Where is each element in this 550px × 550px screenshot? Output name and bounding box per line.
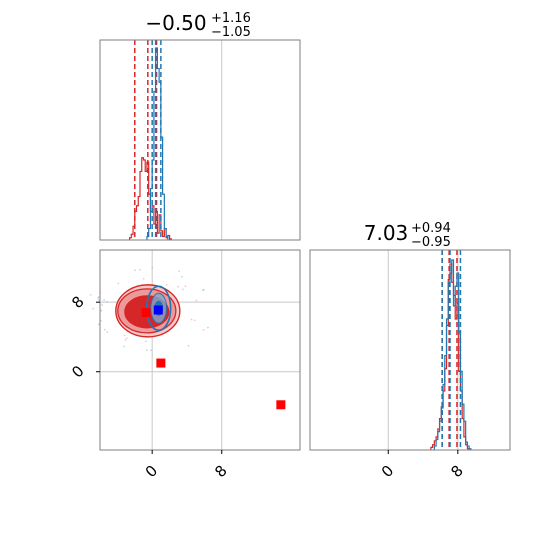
scatter-point bbox=[97, 296, 100, 298]
joint-ytick-label-1: 8 bbox=[68, 292, 87, 311]
scatter-point bbox=[177, 285, 180, 288]
scatter-point bbox=[144, 340, 147, 343]
panel-frame bbox=[99, 249, 301, 451]
scatter-point bbox=[202, 329, 205, 331]
scatter-point bbox=[117, 282, 120, 285]
scatter-point bbox=[123, 345, 125, 348]
param1-title-plus: +1.16 bbox=[211, 11, 251, 26]
scatter-point bbox=[165, 284, 168, 286]
joint-panel: 0 8 0 8 bbox=[68, 249, 301, 481]
joint-xtick-label-1: 8 bbox=[211, 462, 230, 481]
scatter-point bbox=[181, 275, 183, 278]
param2-xtick-label-0: 0 bbox=[378, 462, 397, 481]
scatter-point bbox=[103, 328, 106, 331]
scatter-point bbox=[151, 266, 154, 269]
param2-hist-series-1 bbox=[433, 259, 472, 450]
panel-frame bbox=[309, 249, 511, 451]
scatter-point bbox=[89, 293, 92, 296]
joint-marker-1 bbox=[141, 308, 151, 318]
scatter-point bbox=[178, 270, 181, 273]
scatter-point bbox=[106, 331, 109, 333]
scatter-point bbox=[150, 349, 152, 352]
scatter-point bbox=[100, 309, 103, 312]
scatter-point bbox=[207, 326, 209, 329]
scatter-point bbox=[195, 299, 198, 302]
scatter-point bbox=[193, 319, 196, 322]
param2-xtick-label-1: 8 bbox=[447, 462, 466, 481]
joint-marker-0 bbox=[153, 305, 163, 315]
scatter-point bbox=[101, 304, 103, 306]
param2-title-minus: −0.95 bbox=[411, 235, 451, 250]
joint-xtick-label-0: 0 bbox=[142, 462, 161, 481]
scatter-point bbox=[187, 344, 190, 347]
scatter-point bbox=[92, 307, 95, 310]
param1-title: −0.50 bbox=[145, 11, 206, 35]
param2-hist-series-0 bbox=[430, 263, 470, 450]
param1-hist-series-1 bbox=[146, 47, 169, 240]
param2-title-plus: +0.94 bbox=[411, 221, 451, 236]
joint-marker-2 bbox=[156, 358, 166, 368]
param1-title-main: −0.50 bbox=[145, 11, 206, 35]
joint-marker-3 bbox=[276, 400, 286, 410]
scatter-point bbox=[134, 269, 136, 272]
param1-histogram-panel bbox=[99, 39, 301, 241]
scatter-point bbox=[103, 299, 105, 301]
scatter-point bbox=[97, 299, 100, 301]
scatter-point bbox=[97, 323, 100, 326]
param1-title-minus: −1.05 bbox=[211, 25, 251, 40]
scatter-point bbox=[142, 277, 145, 280]
scatter-point bbox=[181, 288, 184, 291]
scatter-point bbox=[123, 334, 126, 337]
scatter-point bbox=[106, 300, 108, 303]
scatter-point bbox=[145, 349, 148, 351]
scatter-point bbox=[100, 319, 102, 322]
joint-ytick-label-0: 0 bbox=[68, 362, 87, 381]
scatter-point bbox=[139, 268, 142, 271]
scatter-point bbox=[125, 337, 128, 340]
scatter-point bbox=[202, 288, 205, 291]
scatter-point bbox=[184, 285, 187, 288]
panel-frame bbox=[99, 39, 301, 241]
scatter-point bbox=[190, 318, 193, 321]
param2-title-main: 7.03 bbox=[364, 221, 409, 245]
scatter-point bbox=[124, 339, 127, 341]
